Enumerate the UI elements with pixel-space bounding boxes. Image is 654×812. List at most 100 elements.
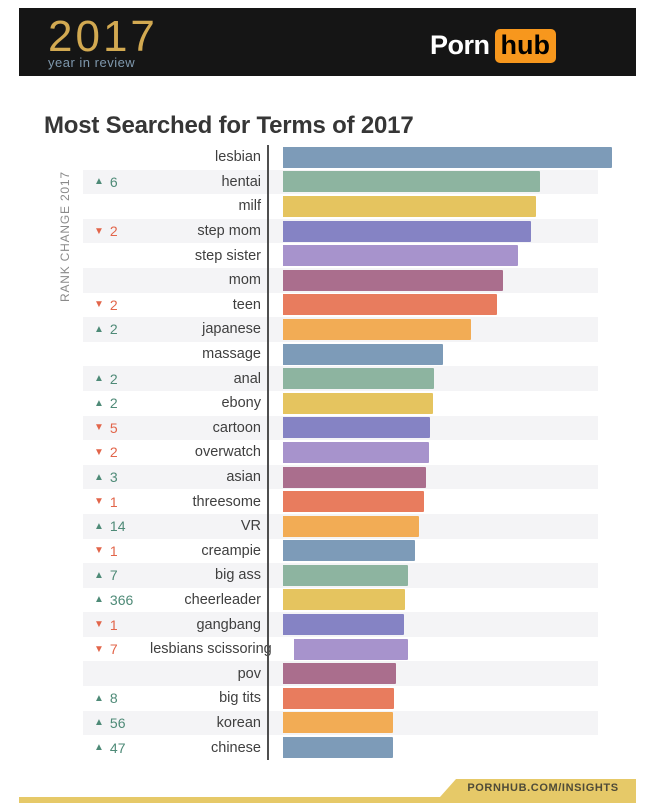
rank-change-amount: 5 <box>109 419 118 436</box>
bar-track <box>283 146 612 168</box>
table-row: milf <box>83 194 598 219</box>
triangle-up-icon: ▲ <box>94 520 104 532</box>
table-row: ▲ 3 asian <box>83 464 598 490</box>
bar-track <box>283 687 612 709</box>
triangle-up-icon: ▲ <box>94 373 104 385</box>
bar-track <box>283 515 612 537</box>
triangle-down-icon: ▼ <box>94 446 104 458</box>
table-row: ▼ 2 overwatch <box>83 440 598 465</box>
rank-change-indicator: ▲ 6 <box>83 174 150 190</box>
table-row: ▲ 7 big ass <box>83 563 598 588</box>
rank-change-amount: 2 <box>109 370 118 387</box>
header-banner: 2017 year in review Porn hub <box>19 8 636 76</box>
bar-track <box>283 589 612 611</box>
rank-change-amount: 2 <box>109 395 118 412</box>
term-label: cheerleader <box>184 591 261 608</box>
rank-change-amount: 14 <box>109 518 126 535</box>
bar-track <box>283 540 612 562</box>
rank-change-amount: 7 <box>109 641 118 658</box>
term-label: lesbians scissoring <box>150 641 272 658</box>
year-in-review-logo: 2017 year in review <box>48 15 158 71</box>
triangle-up-icon: ▲ <box>94 176 104 188</box>
rank-change-indicator: ▼ 1 <box>83 617 150 633</box>
table-row: massage <box>83 342 598 367</box>
footer-url-text: PORNHUB.COM/INSIGHTS <box>467 782 619 794</box>
bar-track <box>283 368 612 390</box>
table-row: ▲ 14 VR <box>83 513 598 539</box>
rank-change-amount: 3 <box>109 469 118 486</box>
rank-change-amount: 1 <box>109 616 118 633</box>
brand-hub-badge: hub <box>494 29 556 63</box>
table-row: ▲ 366 cheerleader <box>83 588 598 613</box>
term-label: lesbian <box>215 149 261 166</box>
bar-big-tits <box>283 687 394 709</box>
rank-change-indicator: ▼ 2 <box>83 444 150 460</box>
table-row: ▼ 2 step mom <box>83 218 598 244</box>
bar-track <box>283 245 612 267</box>
rank-change-indicator: ▲ 7 <box>83 567 150 583</box>
rank-change-amount: 2 <box>109 321 118 338</box>
bar-track <box>283 269 612 291</box>
rank-change-indicator: ▲ 2 <box>83 371 150 387</box>
triangle-down-icon: ▼ <box>94 643 104 655</box>
term-label: chinese <box>211 739 261 756</box>
table-row: ▲ 2 anal <box>83 366 598 391</box>
bar-lesbian <box>283 146 612 168</box>
bar-track <box>283 171 612 193</box>
rank-change-indicator: ▲ 56 <box>83 715 150 731</box>
table-row: ▼ 1 creampie <box>83 539 598 564</box>
bar-hentai <box>283 171 540 193</box>
bar-cheerleader <box>283 589 406 611</box>
table-row: ▼ 7 lesbians scissoring <box>83 637 598 662</box>
triangle-up-icon: ▲ <box>94 717 104 729</box>
bar-anal <box>283 368 435 390</box>
rank-change-amount: 6 <box>109 173 118 190</box>
bar-cartoon <box>283 417 431 439</box>
bar-track <box>293 638 623 660</box>
table-row: mom <box>83 267 598 293</box>
bar-track <box>283 564 612 586</box>
bar-ebony <box>283 392 433 414</box>
bar-track <box>283 343 612 365</box>
term-label: gangbang <box>196 616 261 633</box>
triangle-up-icon: ▲ <box>94 594 104 606</box>
bar-chinese <box>283 737 393 759</box>
bar-asian <box>283 466 427 488</box>
term-label: big tits <box>219 690 261 707</box>
term-label: pov <box>237 665 261 682</box>
table-row: ▲ 56 korean <box>83 710 598 736</box>
term-label: creampie <box>201 542 261 559</box>
footer-strip <box>19 797 636 803</box>
term-label: ebony <box>221 395 261 412</box>
bar-track <box>283 466 612 488</box>
term-label: japanese <box>202 321 261 338</box>
table-row: ▲ 6 hentai <box>83 169 598 195</box>
table-row: ▲ 8 big tits <box>83 686 598 711</box>
bar-step-sister <box>283 245 519 267</box>
bar-japanese <box>283 318 471 340</box>
rank-change-amount: 2 <box>109 296 118 313</box>
rank-change-amount: 56 <box>109 714 126 731</box>
triangle-down-icon: ▼ <box>94 496 104 508</box>
footer-tab: PORNHUB.COM/INSIGHTS <box>440 779 636 797</box>
triangle-down-icon: ▼ <box>94 225 104 237</box>
triangle-down-icon: ▼ <box>94 545 104 557</box>
rank-change-indicator: ▼ 7 <box>83 641 150 657</box>
term-label: mom <box>228 272 261 289</box>
pornhub-logo: Porn hub <box>430 29 556 63</box>
rank-change-amount: 2 <box>109 223 118 240</box>
bar-creampie <box>283 540 415 562</box>
bar-track <box>283 614 612 636</box>
bar-threesome <box>283 491 425 513</box>
bar-track <box>283 712 612 734</box>
rank-change-indicator: ▲ 366 <box>83 592 150 608</box>
term-label: threesome <box>192 493 261 510</box>
rank-change-amount: 7 <box>109 567 118 584</box>
bar-overwatch <box>283 441 430 463</box>
term-label: overwatch <box>194 444 261 461</box>
term-label: step mom <box>197 223 261 240</box>
rank-change-indicator: ▼ 2 <box>83 297 150 313</box>
table-row: pov <box>83 661 598 687</box>
triangle-down-icon: ▼ <box>94 619 104 631</box>
decorative-circles <box>516 8 636 76</box>
